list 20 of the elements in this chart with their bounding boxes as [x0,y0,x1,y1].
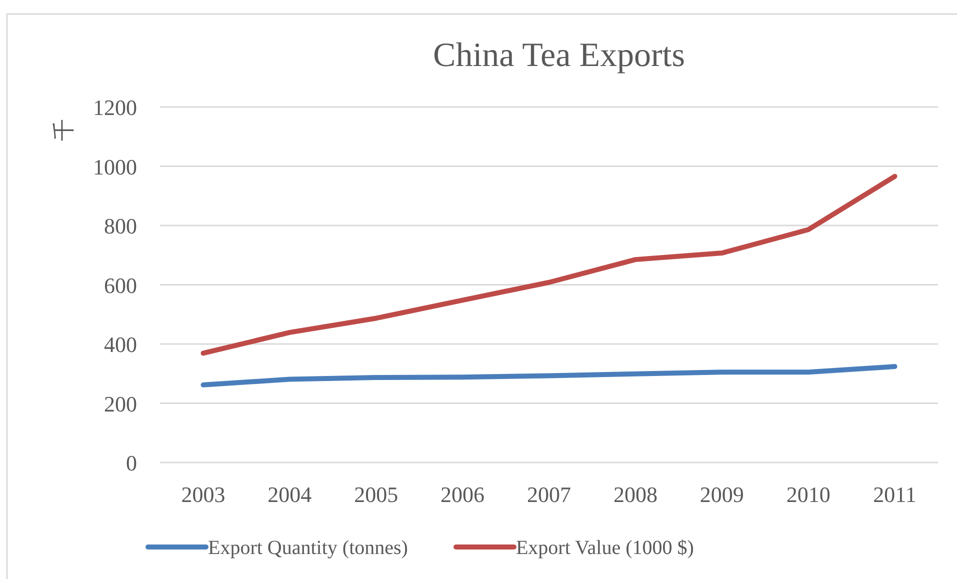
x-tick-label: 2004 [268,482,312,507]
x-tick-label: 2006 [440,482,485,507]
chart-title: China Tea Exports [433,37,685,74]
x-tick-label: 2009 [700,482,744,507]
legend-label: Export Quantity (tonnes) [208,537,408,559]
y-tick-label: 200 [104,391,137,416]
x-tick-label: 2008 [613,482,658,507]
y-tick-label: 600 [104,272,137,298]
y-tick-label: 1000 [93,154,137,180]
y-axis-title: 千 [51,119,76,141]
x-tick-label: 2005 [354,482,398,507]
y-tick-label: 800 [104,214,137,238]
legend-label: Export Value (1000 $) [516,537,694,559]
y-tick-label: 1200 [93,95,137,120]
x-tick-label: 2011 [873,482,916,507]
y-tick-label: 400 [104,332,137,357]
x-tick-label: 2003 [181,482,226,507]
x-tick-label: 2007 [527,482,571,507]
y-tick-label: 0 [126,450,137,476]
x-tick-label: 2010 [786,482,830,507]
